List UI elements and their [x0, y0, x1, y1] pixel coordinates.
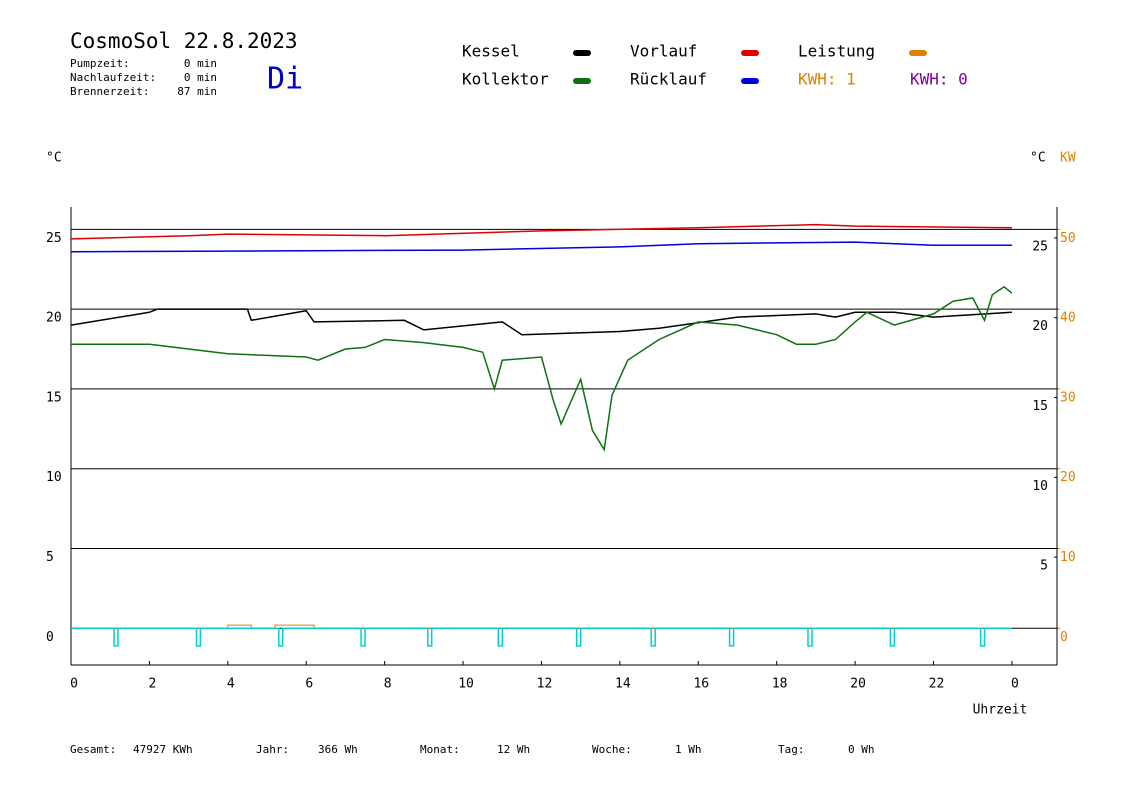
x-tick-label: 8	[384, 677, 392, 692]
y-tick-label: 15	[46, 390, 62, 405]
y-tick-label: 0	[46, 630, 54, 645]
weekday: Di	[267, 62, 303, 97]
y3-tick-label: 0	[1060, 630, 1068, 645]
kwh-label: KWH: 1	[798, 70, 856, 89]
y2-tick-label: 20	[1032, 319, 1048, 334]
info-label: Pumpzeit:	[70, 57, 130, 70]
info-label: Brennerzeit:	[70, 85, 149, 98]
y3-tick-label: 50	[1060, 231, 1076, 246]
series-line	[71, 285, 1013, 452]
legend-label: Kollektor	[462, 70, 549, 89]
info-value: 0 min	[184, 57, 217, 70]
x-tick-label: 16	[693, 677, 709, 692]
series-line	[71, 627, 1012, 647]
x-tick-label: 6	[305, 677, 313, 692]
x-tick-label: 22	[929, 677, 945, 692]
total-value: 12 Wh	[497, 743, 530, 756]
kwh-label: KWH: 0	[910, 70, 968, 89]
total-label: Monat:	[420, 743, 460, 756]
total-label: Woche:	[592, 743, 632, 756]
y2-tick-label: 5	[1040, 559, 1048, 574]
info-label: Nachlaufzeit:	[70, 71, 156, 84]
y-tick-label: 5	[46, 550, 54, 565]
x-tick-label: 14	[615, 677, 631, 692]
series-line	[70, 308, 1012, 336]
y3-tick-label: 20	[1060, 470, 1076, 485]
y3-tick-label: 10	[1060, 550, 1076, 565]
y-tick-label: 20	[46, 311, 62, 326]
legend-label: Rücklauf	[630, 70, 707, 89]
y3-axis-label: KW	[1060, 151, 1076, 166]
y2-tick-label: 25	[1032, 239, 1048, 254]
y2-tick-label: 15	[1032, 399, 1048, 414]
x-tick-label: 10	[458, 677, 474, 692]
x-tick-label: 0	[70, 677, 78, 692]
total-value: 1 Wh	[675, 743, 702, 756]
total-value: 366 Wh	[318, 743, 358, 756]
total-label: Jahr:	[256, 743, 289, 756]
y-tick-label: 10	[46, 470, 62, 485]
chart-title: CosmoSol 22.8.2023	[70, 29, 298, 53]
info-value: 0 min	[184, 71, 217, 84]
x-axis-label: Uhrzeit	[973, 703, 1028, 718]
x-tick-label: 20	[850, 677, 866, 692]
legend-label: Kessel	[462, 42, 520, 61]
x-tick-label: 0	[1011, 677, 1019, 692]
y-axis-label: °C	[46, 151, 62, 166]
legend-label: Leistung	[798, 42, 875, 61]
x-tick-label: 4	[227, 677, 235, 692]
y-tick-label: 25	[46, 231, 62, 246]
y3-tick-label: 40	[1060, 311, 1076, 326]
total-value: 0 Wh	[848, 743, 875, 756]
legend-label: Vorlauf	[630, 42, 697, 61]
x-tick-label: 18	[772, 677, 788, 692]
series-line	[70, 223, 1012, 240]
total-value: 47927 KWh	[133, 743, 193, 756]
info-value: 87 min	[177, 85, 217, 98]
x-tick-label: 2	[148, 677, 156, 692]
series-line	[70, 241, 1012, 253]
x-tick-label: 12	[537, 677, 553, 692]
total-label: Tag:	[778, 743, 805, 756]
y2-tick-label: 10	[1032, 479, 1048, 494]
y3-tick-label: 30	[1060, 390, 1076, 405]
total-label: Gesamt:	[70, 743, 116, 756]
y2-axis-label: °C	[1030, 151, 1046, 166]
